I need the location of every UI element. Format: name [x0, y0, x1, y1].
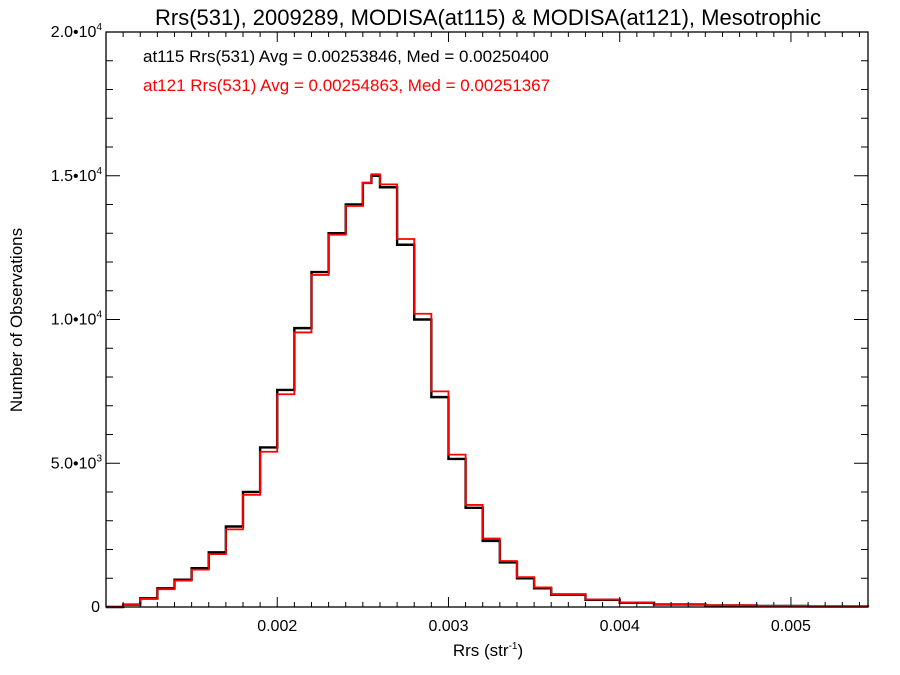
x-axis-label-text: Rrs (str [453, 641, 509, 660]
series-at121-histogram [106, 173, 869, 608]
x-axis-label-close: ) [517, 641, 523, 660]
x-tick-label: 0.003 [428, 618, 468, 635]
x-axis-label: Rrs (str-1) [453, 641, 523, 660]
y-axis: 0 5.0•103 1.0•104 1.5•104 2.0•104 [51, 22, 868, 616]
annotation-at121-stats: at121 Rrs(531) Avg = 0.00254863, Med = 0… [143, 76, 550, 95]
x-tick-label: 0.005 [771, 618, 811, 635]
y-tick-label: 5.0•103 [51, 453, 103, 472]
annotation-at115-stats: at115 Rrs(531) Avg = 0.00253846, Med = 0… [143, 47, 549, 66]
y-tick-label: 1.0•104 [51, 310, 103, 329]
series-at115-histogram [106, 174, 870, 609]
y-tick-label: 2.0•104 [51, 22, 103, 41]
x-tick-label: 0.004 [600, 618, 640, 635]
y-tick-label: 0 [91, 599, 100, 616]
x-axis-label-exponent: -1 [509, 641, 518, 652]
y-tick-label: 1.5•104 [51, 166, 103, 185]
x-tick-label: 0.002 [257, 618, 297, 635]
y-axis-label: Number of Observations [7, 228, 26, 412]
stats-annotations: at115 Rrs(531) Avg = 0.00253846, Med = 0… [143, 47, 550, 95]
plot-series [106, 173, 870, 609]
x-axis: 0.002 0.003 0.004 0.005 [122, 32, 860, 635]
plot-frame [105, 31, 869, 608]
chart-title: Rrs(531), 2009289, MODISA(at115) & MODIS… [155, 5, 821, 30]
